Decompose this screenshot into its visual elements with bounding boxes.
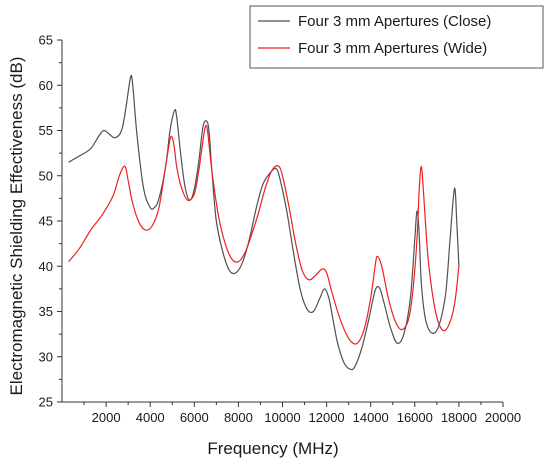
y-tick-label: 65 xyxy=(39,33,53,48)
series-line-wide xyxy=(68,124,460,345)
series-line-close xyxy=(68,74,460,371)
x-tick-label: 14000 xyxy=(353,410,389,425)
legend-label-wide: Four 3 mm Apertures (Wide) xyxy=(298,40,487,57)
tick-labels-group: 2000 4000 6000 8000 10000 12000 14000 16000 1800… xyxy=(39,33,522,426)
x-tick-label: 10000 xyxy=(264,410,300,425)
y-tick-label: 55 xyxy=(39,123,53,138)
y-tick-label: 50 xyxy=(39,168,53,183)
y-tick-label: 60 xyxy=(39,78,53,93)
y-tick-label: 30 xyxy=(39,349,53,364)
y-tick-label: 45 xyxy=(39,214,53,229)
axes-group xyxy=(57,39,504,407)
x-tick-label: 20000 xyxy=(485,410,521,425)
x-axis-title: Frequency (MHz) xyxy=(207,439,338,458)
legend: Four 3 mm Apertures (Close) Four 3 mm Ap… xyxy=(249,5,544,69)
y-tick-label: 25 xyxy=(39,395,53,410)
x-tick-label: 18000 xyxy=(441,410,477,425)
x-tick-label: 12000 xyxy=(309,410,345,425)
y-axis-title: Electromagnetic Shielding Effectiveness … xyxy=(7,57,26,396)
x-tick-label: 16000 xyxy=(397,410,433,425)
y-tick-label: 40 xyxy=(39,259,53,274)
legend-box xyxy=(249,5,544,69)
legend-label-close: Four 3 mm Apertures (Close) xyxy=(298,13,491,30)
plot-series-group xyxy=(68,74,460,371)
y-tick-label: 35 xyxy=(39,304,53,319)
x-tick-label: 8000 xyxy=(224,410,253,425)
x-tick-label: 6000 xyxy=(180,410,209,425)
x-tick-label: 4000 xyxy=(136,410,165,425)
x-tick-label: 2000 xyxy=(92,410,121,425)
